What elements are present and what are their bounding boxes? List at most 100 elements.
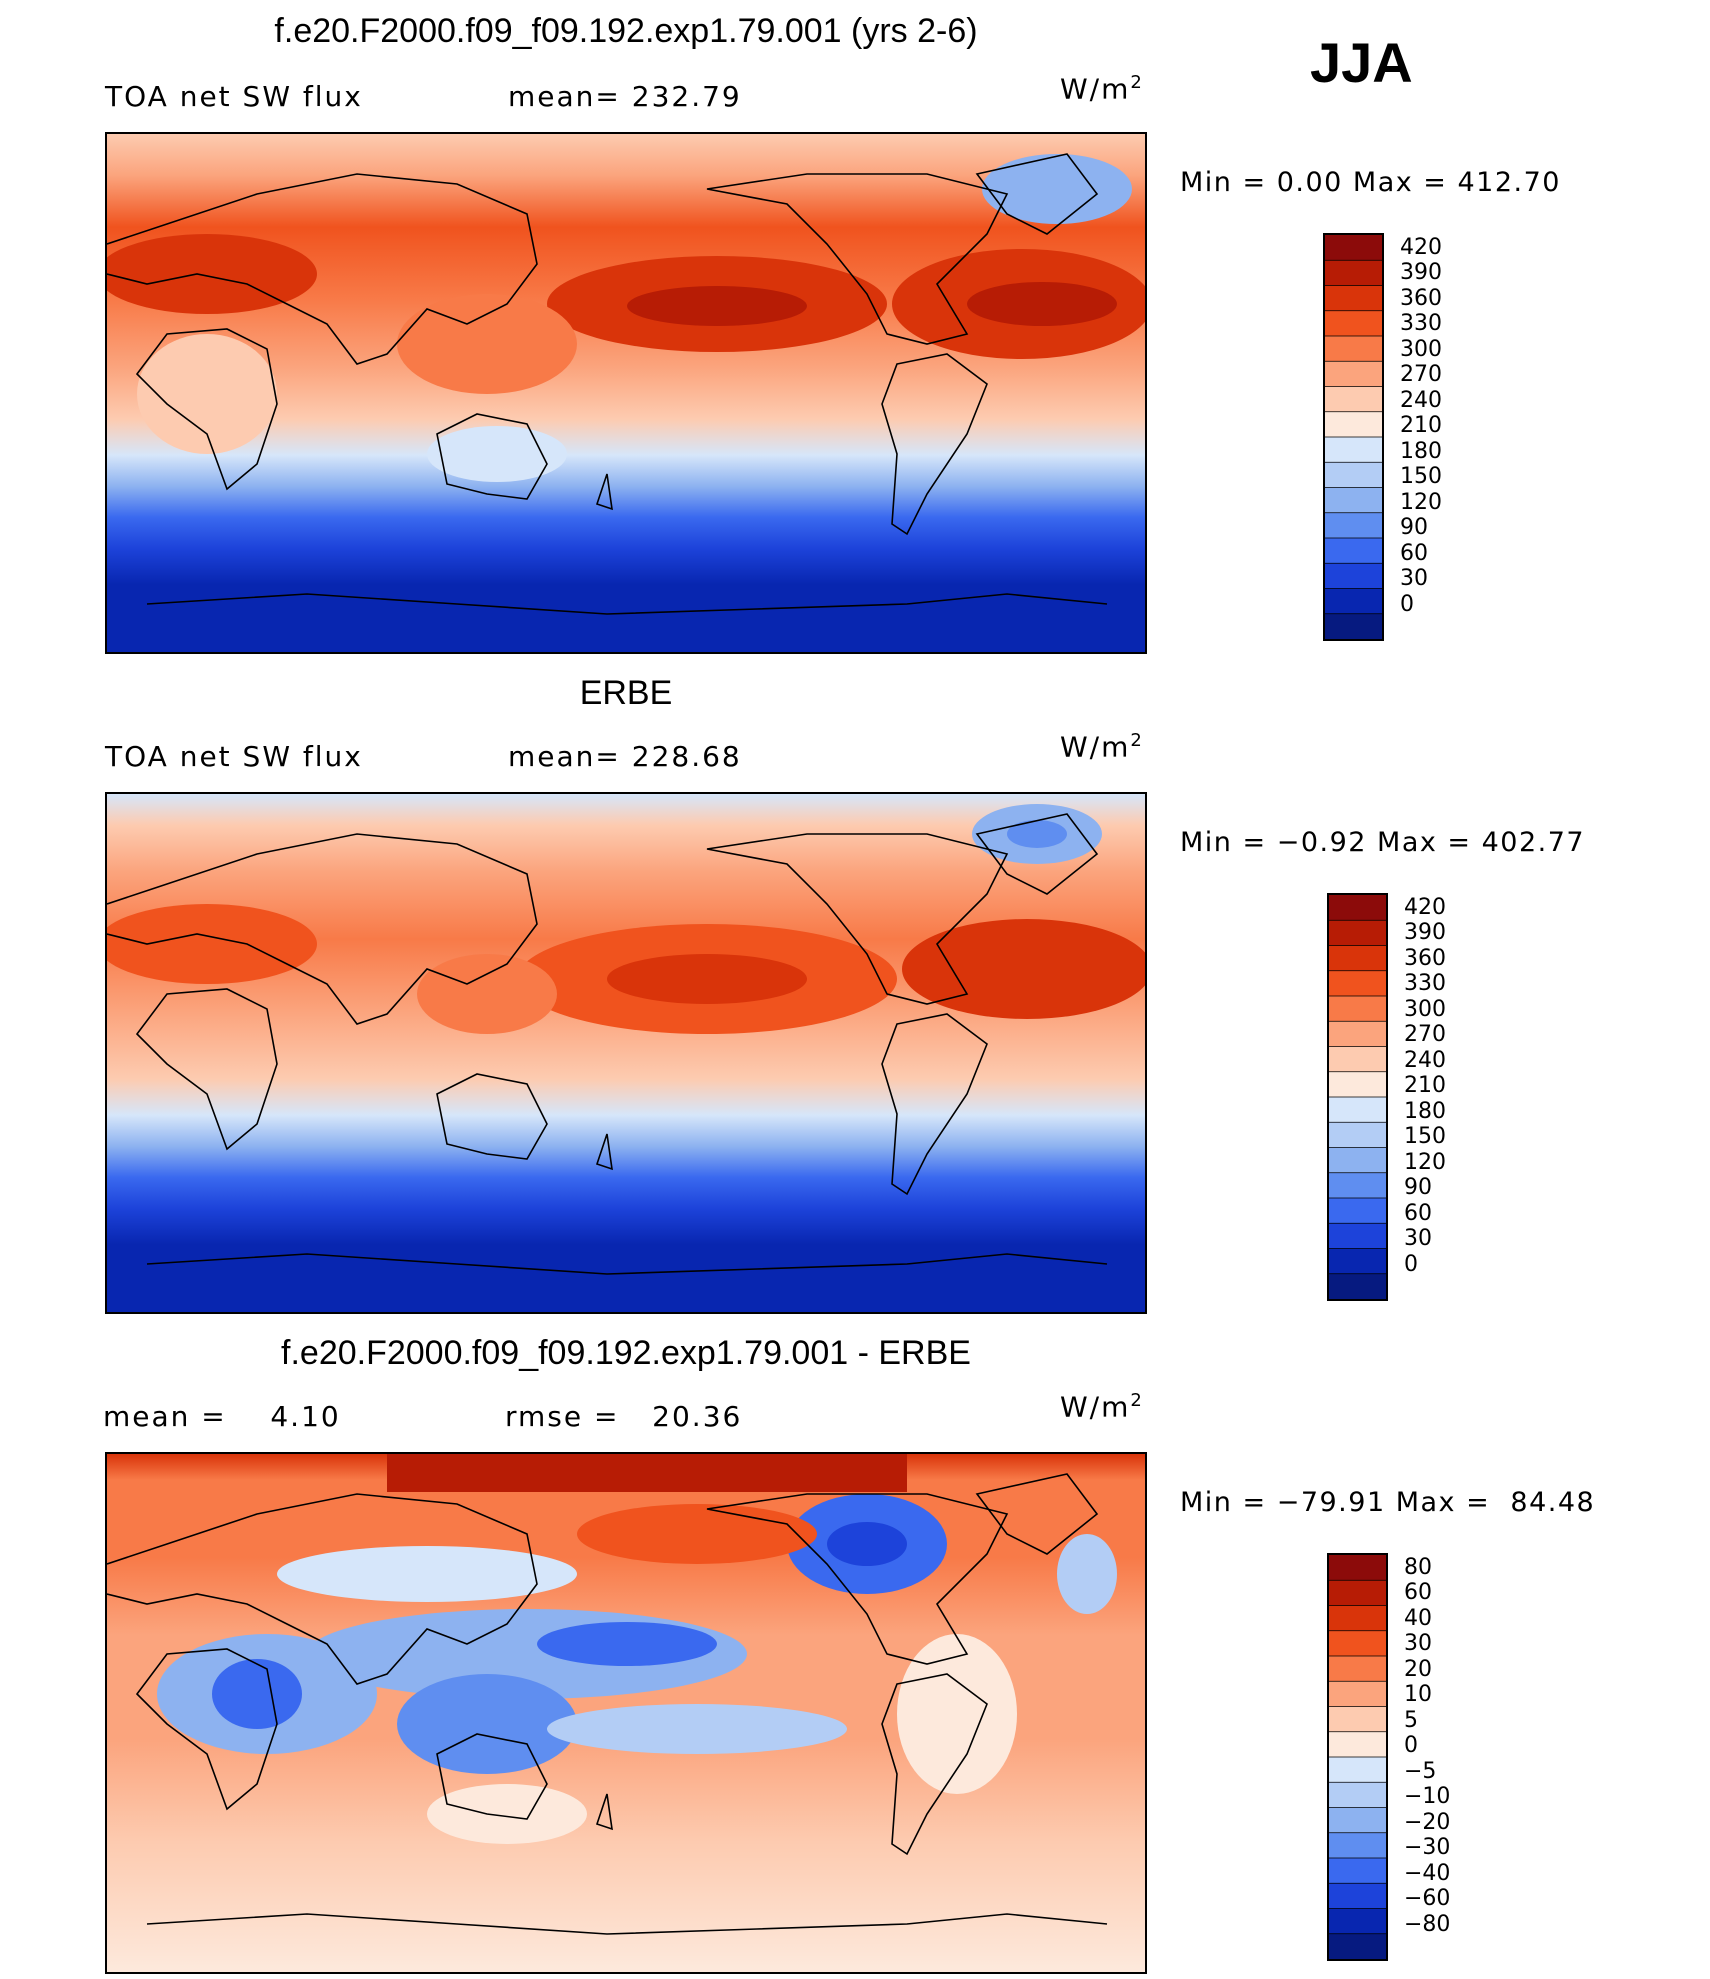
panel2-mean-label: mean= 228.68 — [508, 740, 742, 773]
colorbar-swatch — [1329, 1248, 1386, 1275]
colorbar-tick-label: 60 — [1404, 1580, 1432, 1606]
colorbar-swatch — [1325, 235, 1382, 261]
panel1-units-base: W/m — [1060, 72, 1131, 106]
colorbar-swatch — [1325, 260, 1382, 286]
colorbar-swatch — [1329, 1807, 1386, 1834]
panel1-units: W/m2 — [1060, 72, 1144, 105]
panel2-units-base: W/m — [1060, 730, 1131, 764]
colorbar-tick-label: 330 — [1400, 311, 1442, 337]
colorbar-tick-label: 30 — [1400, 566, 1428, 592]
colorbar-swatch — [1329, 945, 1386, 972]
colorbar-swatch — [1325, 613, 1382, 639]
colorbar-tick-label: 300 — [1400, 336, 1442, 362]
colorbar-tick-label: 420 — [1400, 234, 1442, 260]
colorbar-tick-label: 0 — [1400, 591, 1414, 617]
panel3-units-base: W/m — [1060, 1390, 1131, 1424]
colorbar-tick-label: 30 — [1404, 1226, 1432, 1252]
colorbar-tick-label: 20 — [1404, 1656, 1432, 1682]
colorbar-tick-label: 10 — [1404, 1682, 1432, 1708]
colorbar-swatch — [1329, 1883, 1386, 1909]
colorbar-tick-label: −30 — [1404, 1835, 1451, 1861]
colorbar-swatch — [1329, 895, 1386, 921]
colorbar-swatch — [1325, 411, 1382, 438]
panel1-mean-label: mean= 232.79 — [508, 80, 742, 113]
season-label: JJA — [1310, 31, 1413, 94]
panel2-units: W/m2 — [1060, 730, 1144, 763]
colorbar-swatch — [1329, 1147, 1386, 1174]
colorbar-swatch — [1329, 1580, 1386, 1606]
colorbar-tick-label: 0 — [1404, 1251, 1418, 1277]
panel3-rmse-label: rmse = 20.36 — [505, 1400, 743, 1433]
colorbar-swatch — [1329, 1605, 1386, 1632]
colorbar-tick-label: −60 — [1404, 1886, 1451, 1912]
panel1-units-exp: 2 — [1130, 72, 1144, 93]
colorbar-swatch — [1325, 285, 1382, 312]
panel2-title: ERBE — [579, 674, 673, 712]
panel3-min-max: Min = −79.91 Max = 84.48 — [1180, 1487, 1596, 1518]
colorbar-tick-label: 30 — [1404, 1631, 1432, 1657]
colorbar-tick-label: 120 — [1400, 489, 1442, 515]
colorbar-swatch — [1329, 1021, 1386, 1047]
colorbar-tick-label: 270 — [1404, 1022, 1446, 1048]
colorbar-swatch — [1329, 1908, 1386, 1935]
colorbar-swatch — [1325, 310, 1382, 337]
colorbar-swatch — [1329, 1706, 1386, 1733]
colorbar-swatch — [1325, 462, 1382, 488]
colorbar-swatch — [1325, 336, 1382, 362]
colorbar-tick-label: 60 — [1400, 540, 1428, 566]
colorbar-swatch — [1325, 437, 1382, 463]
colorbar-swatch — [1325, 563, 1382, 589]
colorbar-swatch — [1329, 1223, 1386, 1249]
colorbar-swatch — [1329, 970, 1386, 997]
colorbar-swatch — [1325, 487, 1382, 514]
colorbar-swatch — [1329, 1832, 1386, 1859]
colorbar-swatch — [1329, 996, 1386, 1022]
panel2-min-max: Min = −0.92 Max = 402.77 — [1180, 827, 1586, 858]
colorbar-swatch — [1325, 538, 1382, 564]
panel1-variable-label: TOA net SW flux — [105, 80, 363, 113]
panel3-units-exp: 2 — [1130, 1390, 1144, 1411]
colorbar-tick-label: 180 — [1404, 1098, 1446, 1124]
colorbar-tick-label: −80 — [1404, 1911, 1451, 1937]
colorbar-swatch — [1325, 588, 1382, 615]
colorbar-swatch — [1329, 1273, 1386, 1299]
colorbar-swatch — [1329, 1656, 1386, 1682]
colorbar-tick-label: 150 — [1404, 1124, 1446, 1150]
colorbar-swatch — [1329, 1757, 1386, 1783]
colorbar-tick-label: 90 — [1404, 1175, 1432, 1201]
colorbar-tick-label: 330 — [1404, 971, 1446, 997]
colorbar-tick-label: 360 — [1404, 945, 1446, 971]
colorbar-swatch — [1329, 1046, 1386, 1073]
colorbar-tick-label: 80 — [1404, 1554, 1432, 1580]
colorbar-swatch — [1329, 1858, 1386, 1884]
colorbar-tick-label: 150 — [1400, 464, 1442, 490]
panel2-map — [105, 792, 1147, 1314]
colorbar-tick-label: 270 — [1400, 362, 1442, 388]
colorbar-tick-label: −20 — [1404, 1809, 1451, 1835]
colorbar-tick-label: −10 — [1404, 1784, 1451, 1810]
panel3-mean-label: mean = 4.10 — [103, 1400, 341, 1433]
colorbar-swatch — [1329, 1122, 1386, 1148]
panel1-map — [105, 132, 1147, 654]
colorbar-swatch — [1329, 1630, 1386, 1657]
colorbar-tick-label: 420 — [1404, 894, 1446, 920]
colorbar-tick-label: −40 — [1404, 1860, 1451, 1886]
colorbar-tick-label: 120 — [1404, 1149, 1446, 1175]
colorbar-tick-label: 5 — [1404, 1707, 1418, 1733]
colorbar-swatch — [1325, 361, 1382, 387]
panel2-units-exp: 2 — [1130, 730, 1144, 751]
colorbar-tick-label: 300 — [1404, 996, 1446, 1022]
colorbar-swatch — [1329, 920, 1386, 946]
colorbar-swatch — [1329, 1782, 1386, 1808]
colorbar-swatch — [1329, 1198, 1386, 1224]
panel3-map — [105, 1452, 1147, 1974]
colorbar-tick-label: 90 — [1400, 515, 1428, 541]
colorbar-swatch — [1329, 1681, 1386, 1707]
colorbar-swatch — [1329, 1933, 1386, 1959]
colorbar-swatch — [1329, 1172, 1386, 1199]
colorbar-tick-label: 240 — [1404, 1047, 1446, 1073]
colorbar-tick-label: 240 — [1400, 387, 1442, 413]
colorbar-tick-label: 210 — [1400, 413, 1442, 439]
colorbar-swatch — [1325, 512, 1382, 539]
colorbar-tick-label: 0 — [1404, 1733, 1418, 1759]
